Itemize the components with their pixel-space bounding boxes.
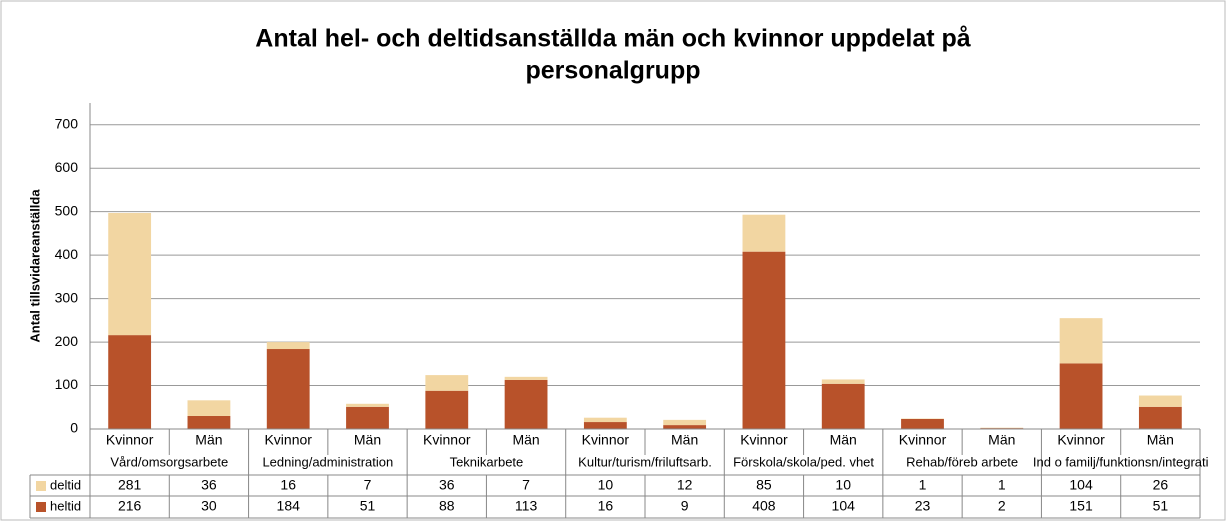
table-value: 281 <box>118 477 142 493</box>
y-tick-label: 400 <box>55 246 79 262</box>
y-tick-label: 100 <box>55 376 79 392</box>
table-value: 216 <box>118 498 142 514</box>
legend-swatch <box>36 502 46 512</box>
y-tick-label: 500 <box>55 202 79 218</box>
y-axis-label: Antal tillsvidareanställda <box>27 189 42 343</box>
group-label: Förskola/skola/ped. vhet <box>733 454 874 469</box>
x-tick-label: Män <box>195 432 222 448</box>
y-tick-label: 200 <box>55 333 79 349</box>
table-value: 51 <box>360 498 376 514</box>
bar <box>346 403 389 407</box>
bar <box>663 425 707 429</box>
table-value: 36 <box>201 477 217 493</box>
table-value: 408 <box>752 498 776 514</box>
table-value: 16 <box>280 477 296 493</box>
x-tick-label: Kvinnor <box>423 432 471 448</box>
group-label: Ledning/administration <box>262 454 393 469</box>
bar <box>583 417 627 423</box>
table-value: 113 <box>515 498 538 514</box>
bar <box>266 342 310 350</box>
x-tick-label: Kvinnor <box>1057 432 1105 448</box>
table-value: 30 <box>201 498 217 514</box>
table-value: 85 <box>756 477 772 493</box>
table-value: 7 <box>522 477 530 493</box>
x-tick-label: Män <box>354 432 381 448</box>
bar <box>425 390 469 429</box>
y-tick-label: 0 <box>70 420 78 436</box>
bar <box>821 379 865 384</box>
table-value: 26 <box>1153 477 1169 493</box>
table-value: 184 <box>277 498 301 514</box>
table-value: 51 <box>1153 498 1169 514</box>
y-tick-label: 700 <box>55 115 79 131</box>
x-tick-label: Kvinnor <box>899 432 947 448</box>
bar <box>425 375 469 391</box>
table-value: 7 <box>364 477 372 493</box>
bar <box>266 349 310 429</box>
chart-title: personalgrupp <box>525 57 700 85</box>
group-label: Vård/omsorgsarbete <box>110 454 228 469</box>
bar <box>901 419 944 429</box>
x-tick-label: Män <box>830 432 857 448</box>
x-tick-label: Kvinnor <box>106 432 154 448</box>
table-value: 1 <box>998 477 1006 493</box>
group-label: Rehab/föreb arbete <box>906 454 1018 469</box>
table-value: 9 <box>681 498 689 514</box>
bar <box>1059 363 1103 429</box>
bar <box>742 214 786 252</box>
x-tick-label: Män <box>1147 432 1174 448</box>
x-tick-label: Män <box>671 432 698 448</box>
group-label: Teknikarbete <box>450 454 524 469</box>
bar <box>504 376 548 380</box>
x-tick-label: Kvinnor <box>582 432 630 448</box>
table-value: 88 <box>439 498 455 514</box>
legend-swatch <box>36 481 46 491</box>
table-value: 12 <box>677 477 693 493</box>
bar <box>1138 395 1182 407</box>
group-label: Ind o familj/funktionsn/integrati <box>1033 454 1209 469</box>
x-tick-label: Kvinnor <box>264 432 312 448</box>
bar <box>504 379 548 429</box>
y-tick-label: 300 <box>55 289 79 305</box>
table-value: 1 <box>919 477 927 493</box>
legend-label: heltid <box>50 498 81 513</box>
table-value: 16 <box>598 498 614 514</box>
legend-label: deltid <box>50 477 81 492</box>
bar <box>187 400 231 416</box>
chart-title: Antal hel- och deltidsanställda män och … <box>255 25 970 53</box>
bar <box>108 212 152 336</box>
table-value: 151 <box>1069 498 1093 514</box>
bar <box>346 406 389 429</box>
bar <box>742 251 786 429</box>
table-value: 36 <box>439 477 455 493</box>
bar <box>1138 406 1182 429</box>
table-value: 104 <box>1069 477 1093 493</box>
table-value: 10 <box>598 477 614 493</box>
bar <box>1059 318 1103 364</box>
table-value: 23 <box>915 498 931 514</box>
bar <box>108 335 152 429</box>
bar <box>821 383 865 429</box>
bar <box>187 415 231 429</box>
table-value: 104 <box>832 498 856 514</box>
group-label: Kultur/turism/friluftsarb. <box>578 454 712 469</box>
y-tick-label: 600 <box>55 159 79 175</box>
bar <box>663 419 707 426</box>
x-tick-label: Män <box>512 432 539 448</box>
table-value: 10 <box>835 477 851 493</box>
x-tick-label: Kvinnor <box>740 432 788 448</box>
table-value: 2 <box>998 498 1006 514</box>
bar <box>583 422 627 429</box>
x-tick-label: Män <box>988 432 1015 448</box>
